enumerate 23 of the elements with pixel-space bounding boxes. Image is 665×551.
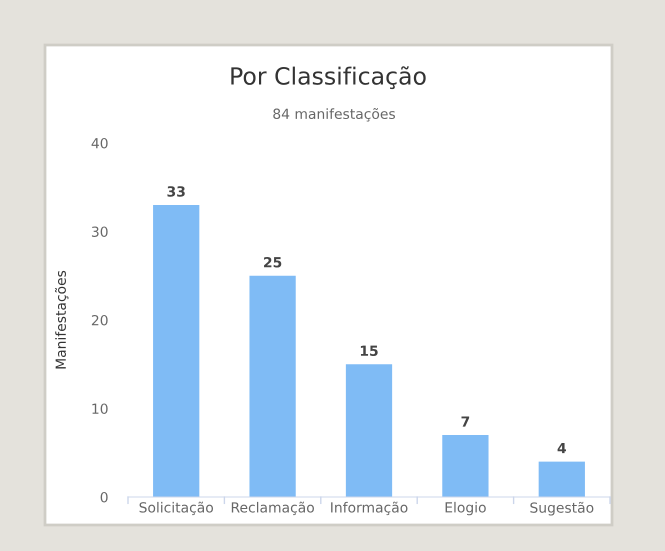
bar <box>442 435 489 497</box>
data-label: 15 <box>360 346 378 356</box>
bar <box>153 204 200 497</box>
data-label: 4 <box>558 443 566 454</box>
data-label: 7 <box>461 416 470 427</box>
x-tick-label: Informação <box>331 502 408 516</box>
x-tick-label: Sugestão <box>530 502 594 516</box>
y-tick-label: 20 <box>92 314 108 326</box>
x-tick-label: Elogio <box>446 502 486 516</box>
bar <box>249 276 296 497</box>
data-label: 33 <box>167 186 185 197</box>
x-tick-label: Solicitação <box>140 502 214 516</box>
bar <box>346 364 392 497</box>
data-label: 25 <box>264 257 282 268</box>
bar <box>538 462 585 497</box>
chart-title: Por Classificação <box>231 66 426 90</box>
x-tick-label: Reclamação <box>232 502 314 516</box>
y-tick-label: 30 <box>92 226 108 237</box>
y-tick-label: 40 <box>92 138 108 148</box>
y-tick-label: 0 <box>100 492 108 502</box>
y-axis-title: Manifestações <box>54 270 68 368</box>
chart-subtitle: 84 manifestações <box>273 108 395 122</box>
y-tick-label: 10 <box>92 403 108 414</box>
